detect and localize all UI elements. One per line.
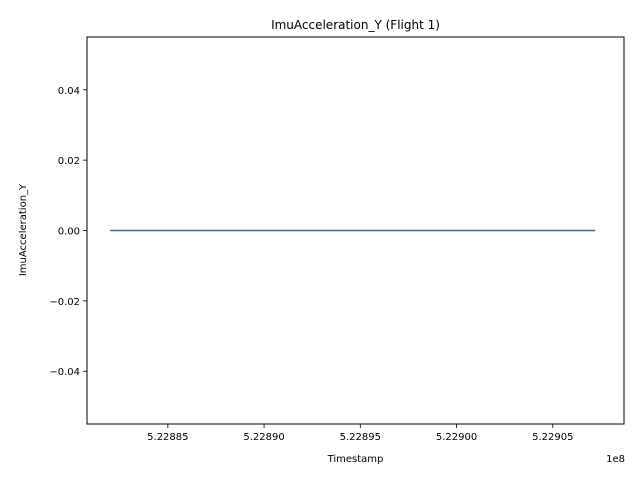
x-axis-offset-label: 1e8 bbox=[606, 454, 625, 465]
x-axis-label: Timestamp bbox=[327, 454, 384, 465]
x-tick-label: 5.22890 bbox=[243, 432, 284, 443]
x-tick-label: 5.22900 bbox=[436, 432, 477, 443]
y-tick-label: 0.04 bbox=[58, 86, 80, 97]
y-tick-label: −0.04 bbox=[49, 367, 80, 378]
y-axis: −0.04 −0.02 0.00 0.02 0.04 bbox=[49, 86, 87, 378]
x-axis: 5.22885 5.22890 5.22895 5.22900 5.22905 bbox=[147, 424, 573, 443]
axes-frame bbox=[86, 36, 625, 425]
y-tick-label: 0.02 bbox=[58, 156, 80, 167]
chart-title: ImuAcceleration_Y (Flight 1) bbox=[271, 18, 440, 32]
y-tick-label: −0.02 bbox=[49, 297, 80, 308]
x-tick-label: 5.22895 bbox=[340, 432, 381, 443]
y-axis-label: ImuAcceleration_Y bbox=[18, 183, 29, 276]
x-tick-label: 5.22905 bbox=[532, 432, 573, 443]
x-tick-label: 5.22885 bbox=[147, 432, 188, 443]
y-tick-label: 0.00 bbox=[58, 227, 80, 238]
